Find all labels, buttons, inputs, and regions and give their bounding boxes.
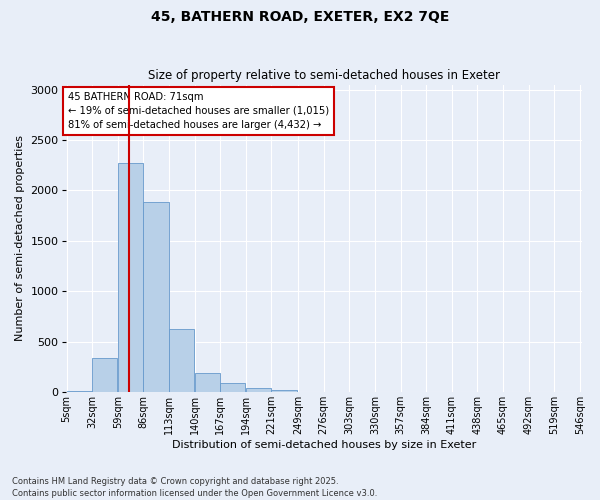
Bar [118,164,143,392]
Bar [169,328,194,392]
Text: 45, BATHERN ROAD, EXETER, EX2 7QE: 45, BATHERN ROAD, EXETER, EX2 7QE [151,10,449,24]
X-axis label: Distribution of semi-detached houses by size in Exeter: Distribution of semi-detached houses by … [172,440,476,450]
Title: Size of property relative to semi-detached houses in Exeter: Size of property relative to semi-detach… [148,69,500,82]
Bar [246,388,271,392]
Bar [271,390,296,392]
Bar [220,383,245,392]
Bar [143,202,169,392]
Bar [194,372,220,392]
Text: 45 BATHERN ROAD: 71sqm
← 19% of semi-detached houses are smaller (1,015)
81% of : 45 BATHERN ROAD: 71sqm ← 19% of semi-det… [68,92,329,130]
Bar [92,358,118,392]
Text: Contains HM Land Registry data © Crown copyright and database right 2025.
Contai: Contains HM Land Registry data © Crown c… [12,476,377,498]
Y-axis label: Number of semi-detached properties: Number of semi-detached properties [15,136,25,342]
Bar [67,391,92,392]
